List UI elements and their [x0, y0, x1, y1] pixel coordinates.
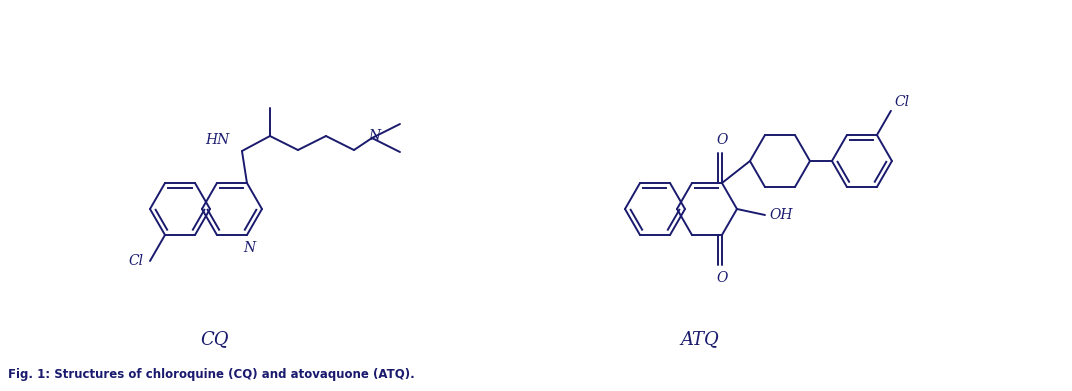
Text: Fig. 1: Structures of chloroquine (CQ) and atovaquone (ATQ).: Fig. 1: Structures of chloroquine (CQ) a… [8, 368, 415, 381]
Text: O: O [716, 133, 728, 147]
Text: Cl: Cl [129, 254, 144, 268]
Text: O: O [716, 271, 728, 285]
Text: Cl: Cl [895, 95, 910, 109]
Text: OH: OH [769, 208, 792, 222]
Text: N: N [368, 129, 381, 143]
Text: N: N [243, 241, 255, 255]
Text: ATQ: ATQ [681, 330, 719, 348]
Text: CQ: CQ [200, 330, 229, 348]
Text: HN: HN [206, 133, 230, 147]
